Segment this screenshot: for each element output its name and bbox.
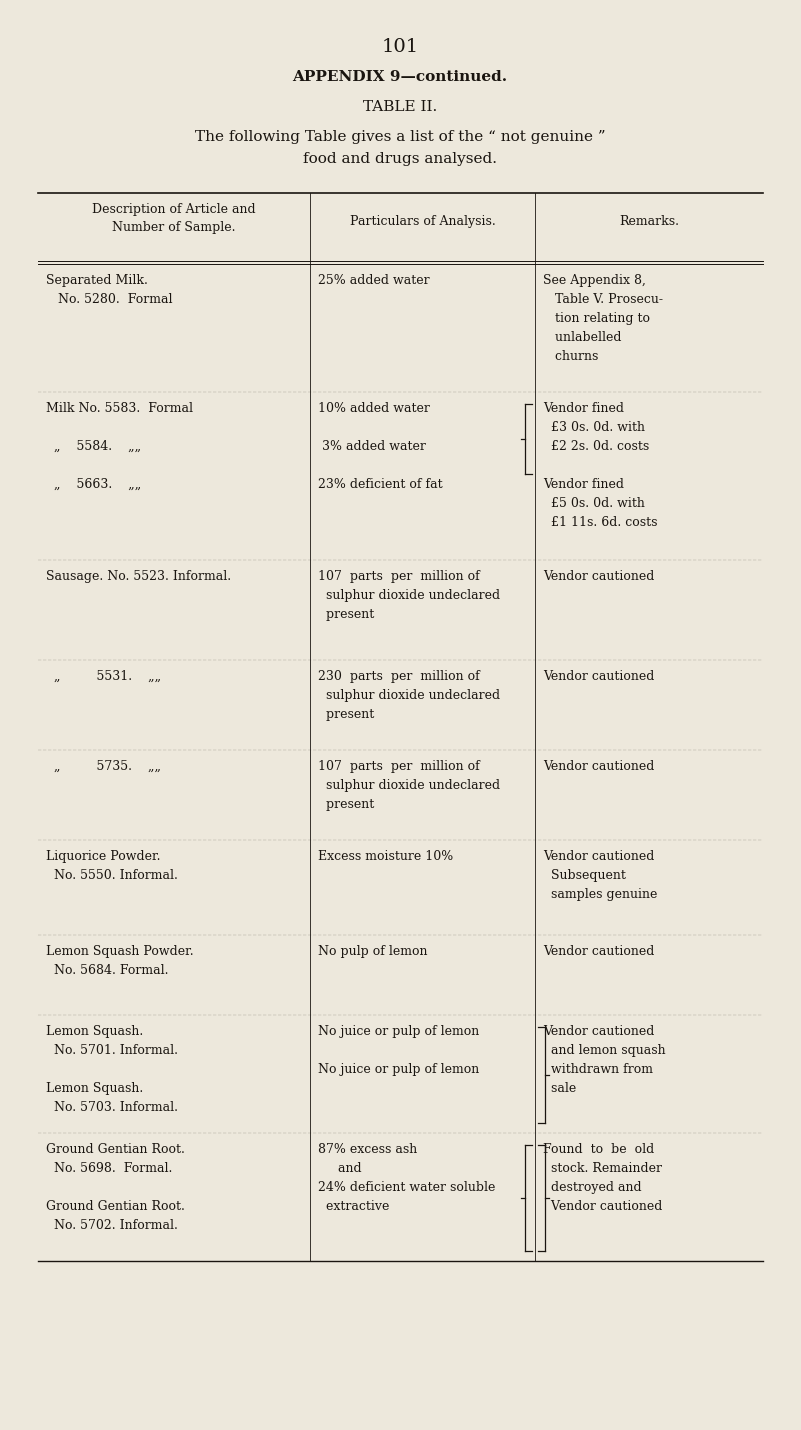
Text: 10% added water

 3% added water

23% deficient of fat: 10% added water 3% added water 23% defic…	[318, 402, 443, 490]
Text: 25% added water: 25% added water	[318, 275, 429, 287]
Text: Vendor fined
  £3 0s. 0d. with
  £2 2s. 0d. costs

Vendor fined
  £5 0s. 0d. wit: Vendor fined £3 0s. 0d. with £2 2s. 0d. …	[543, 402, 658, 529]
Text: Particulars of Analysis.: Particulars of Analysis.	[349, 214, 495, 227]
Text: Vendor cautioned: Vendor cautioned	[543, 759, 654, 774]
Text: No juice or pulp of lemon

No juice or pulp of lemon: No juice or pulp of lemon No juice or pu…	[318, 1025, 479, 1075]
Text: Found  to  be  old
  stock. Remainder
  destroyed and
  Vendor cautioned: Found to be old stock. Remainder destroy…	[543, 1143, 662, 1213]
Text: Description of Article and
Number of Sample.: Description of Article and Number of Sam…	[92, 203, 256, 235]
Text: Vendor cautioned
  Subsequent
  samples genuine: Vendor cautioned Subsequent samples genu…	[543, 849, 658, 901]
Text: 87% excess ash
     and
24% deficient water soluble
  extractive: 87% excess ash and 24% deficient water s…	[318, 1143, 495, 1213]
Text: Liquorice Powder.
  No. 5550. Informal.: Liquorice Powder. No. 5550. Informal.	[46, 849, 178, 882]
Text: Vendor cautioned: Vendor cautioned	[543, 571, 654, 583]
Text: The following Table gives a list of the “ not genuine ”: The following Table gives a list of the …	[195, 130, 606, 144]
Text: 107  parts  per  million of
  sulphur dioxide undeclared
  present: 107 parts per million of sulphur dioxide…	[318, 759, 500, 811]
Text: Sausage. No. 5523. Informal.: Sausage. No. 5523. Informal.	[46, 571, 231, 583]
Text: Lemon Squash Powder.
  No. 5684. Formal.: Lemon Squash Powder. No. 5684. Formal.	[46, 945, 194, 977]
Text: APPENDIX 9—continued.: APPENDIX 9—continued.	[292, 70, 508, 84]
Text: See Appendix 8,
   Table V. Prosecu-
   tion relating to
   unlabelled
   churns: See Appendix 8, Table V. Prosecu- tion r…	[543, 275, 663, 363]
Text: 101: 101	[381, 39, 419, 56]
Text: Lemon Squash.
  No. 5701. Informal.

Lemon Squash.
  No. 5703. Informal.: Lemon Squash. No. 5701. Informal. Lemon …	[46, 1025, 178, 1114]
Text: Vendor cautioned: Vendor cautioned	[543, 945, 654, 958]
Text: Excess moisture 10%: Excess moisture 10%	[318, 849, 453, 862]
Text: Vendor cautioned
  and lemon squash
  withdrawn from
  sale: Vendor cautioned and lemon squash withdr…	[543, 1025, 666, 1095]
Text: 230  parts  per  million of
  sulphur dioxide undeclared
  present: 230 parts per million of sulphur dioxide…	[318, 671, 500, 721]
Text: food and drugs analysed.: food and drugs analysed.	[303, 152, 497, 166]
Text: No pulp of lemon: No pulp of lemon	[318, 945, 428, 958]
Text: „         5735.    „„: „ 5735. „„	[46, 759, 161, 774]
Text: Milk No. 5583.  Formal

  „    5584.    „„

  „    5663.    „„: Milk No. 5583. Formal „ 5584. „„ „ 5663.…	[46, 402, 193, 490]
Text: 107  parts  per  million of
  sulphur dioxide undeclared
  present: 107 parts per million of sulphur dioxide…	[318, 571, 500, 621]
Text: TABLE II.: TABLE II.	[363, 100, 437, 114]
Text: „         5531.    „„: „ 5531. „„	[46, 671, 161, 684]
Text: Separated Milk.
   No. 5280.  Formal: Separated Milk. No. 5280. Formal	[46, 275, 172, 306]
Text: Ground Gentian Root.
  No. 5698.  Formal.

Ground Gentian Root.
  No. 5702. Info: Ground Gentian Root. No. 5698. Formal. G…	[46, 1143, 185, 1233]
Text: Vendor cautioned: Vendor cautioned	[543, 671, 654, 684]
Text: Remarks.: Remarks.	[619, 214, 679, 227]
